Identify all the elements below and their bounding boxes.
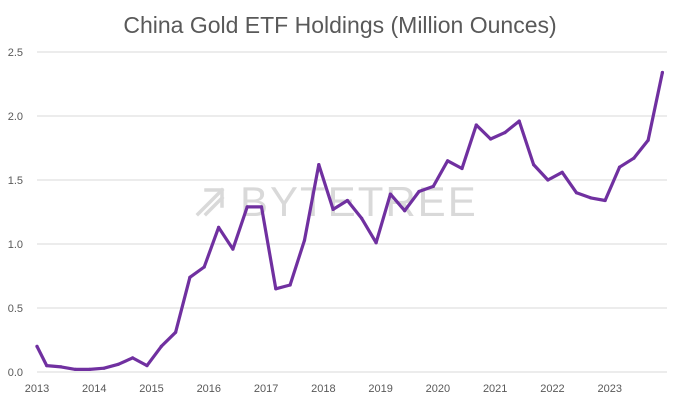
data-point [574,191,579,195]
y-tick-label: 0.0 [8,367,23,379]
y-tick-label: 1.5 [8,175,23,187]
chart-title: China Gold ETF Holdings (Million Ounces) [123,12,556,38]
data-point [474,123,478,127]
data-point [217,225,221,229]
watermark: BYTETREE [195,178,478,225]
x-tick-label: 2020 [426,383,450,395]
y-tick-label: 0.5 [8,303,23,315]
data-point [660,70,665,75]
data-point [617,165,622,169]
data-point [532,163,536,167]
bytetree-arrow-logo-icon [195,187,225,217]
data-point [202,265,206,269]
data-point [73,367,77,371]
data-point [59,365,63,369]
data-point [274,287,278,291]
y-tick-label: 2.0 [8,111,23,123]
data-point [546,178,550,182]
data-point [388,192,392,196]
y-tick-label: 2.5 [8,47,23,59]
data-point [632,156,636,160]
data-point [188,275,192,279]
data-point [503,131,507,135]
data-point [102,366,106,370]
data-point [360,216,364,220]
data-point [489,137,493,141]
data-point [603,198,607,203]
data-point [374,241,378,245]
data-point [116,362,120,366]
data-point [403,209,407,213]
data-point [302,238,307,242]
x-axis-ticks: 2013 2014 2015 2016 2017 2018 2019 2020 2021 2022… [25,383,622,395]
data-point [259,205,264,209]
x-tick-label: 2016 [197,383,221,395]
x-tick-label: 2013 [25,383,49,395]
data-point [145,364,149,368]
data-point [517,119,521,123]
x-tick-label: 2021 [483,383,507,395]
data-point [288,283,292,287]
data-point [45,364,49,368]
data-point [417,189,421,194]
x-tick-label: 2022 [540,383,564,395]
data-point [345,198,349,203]
x-tick-label: 2019 [368,383,392,395]
data-point [589,196,593,200]
data-point [446,159,450,163]
x-tick-label: 2014 [82,383,106,395]
gridlines [37,51,667,373]
data-point [460,166,464,171]
data-point [431,184,435,188]
data-point [231,247,235,251]
x-tick-label: 2018 [311,383,335,395]
data-point [560,170,564,174]
data-point [245,205,249,209]
data-point [35,344,39,348]
data-point [646,138,650,142]
x-tick-label: 2017 [254,383,278,395]
data-point [317,163,321,167]
data-point [331,207,335,211]
data-point [131,356,135,360]
data-point [174,330,178,334]
data-point [159,344,163,348]
watermark-text: BYTETREE [240,178,478,225]
data-point [88,367,92,371]
x-tick-label: 2015 [139,383,163,395]
y-axis-ticks: 0.0 0.5 1.0 1.5 2.0 2.5 [8,47,23,379]
y-tick-label: 1.0 [8,239,23,251]
series-layer [35,70,665,371]
x-tick-label: 2023 [597,383,621,395]
